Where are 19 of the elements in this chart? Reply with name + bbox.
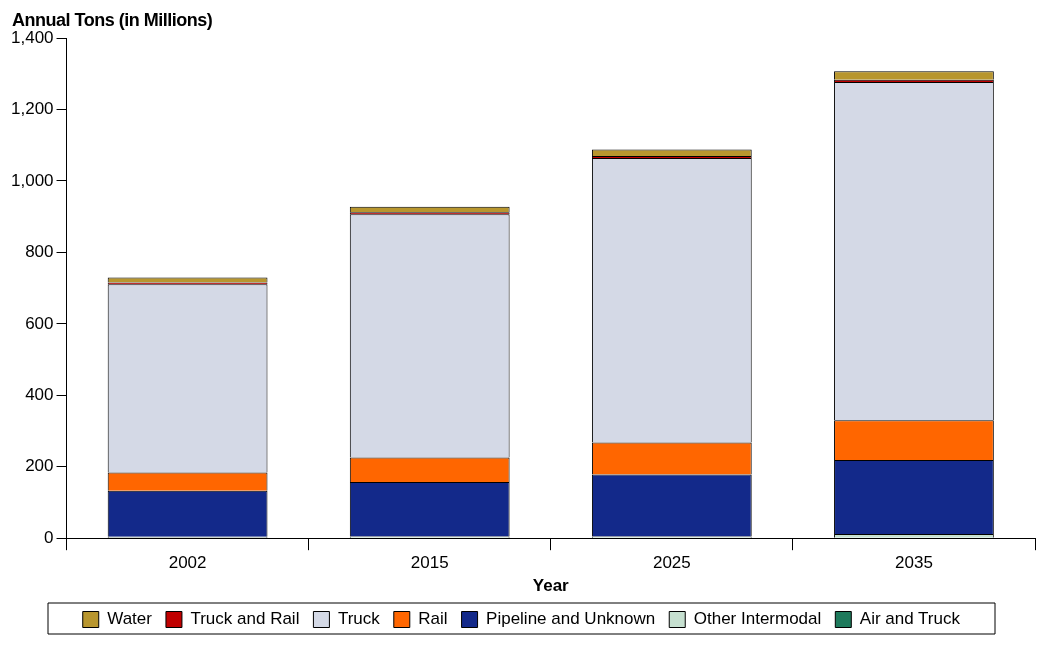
x-axis-title: Year <box>532 576 570 596</box>
x-tick-label: 2015 <box>410 553 449 573</box>
legend-label: Water <box>107 609 153 629</box>
legend-label: Air and Truck <box>859 609 961 629</box>
y-tick-label: 1,000 <box>10 170 54 190</box>
y-tick-label: 600 <box>25 313 54 333</box>
x-tick-label: 2025 <box>652 553 691 573</box>
legend-label: Rail <box>418 609 448 629</box>
legend-label: Pipeline and Unknown <box>486 609 656 629</box>
y-tick-label: 400 <box>25 384 54 404</box>
x-tick-label: 2035 <box>895 553 933 573</box>
legend-label: Truck <box>337 609 381 629</box>
y-tick-label: 0 <box>44 527 54 547</box>
y-tick-label: 1,200 <box>10 99 54 119</box>
y-tick-label: 200 <box>25 456 54 476</box>
legend-label: Other Intermodal <box>693 609 822 629</box>
y-tick-label: 800 <box>25 242 54 262</box>
x-tick-label: 2002 <box>168 553 207 573</box>
legend-label: Truck and Rail <box>190 609 300 629</box>
